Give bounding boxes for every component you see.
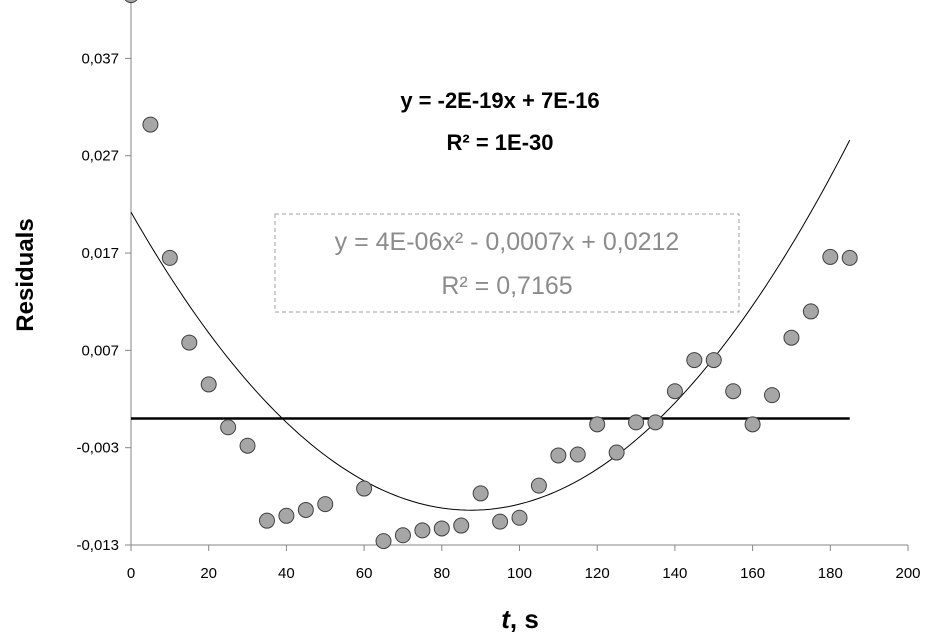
y-tick-label: 0,007 [81, 342, 119, 359]
data-point [220, 419, 237, 436]
data-point [705, 352, 722, 369]
polynomial-trendline [130, 139, 851, 511]
polynomial-r-squared: R² = 0,7165 [441, 272, 572, 300]
data-point [317, 496, 334, 513]
x-tick-label: 200 [895, 565, 920, 582]
data-point [764, 387, 781, 404]
x-tick-label: 120 [585, 565, 610, 582]
y-tick-label: 0,027 [81, 148, 119, 165]
data-point [278, 507, 295, 524]
y-tick-label: 0,017 [81, 245, 119, 262]
linear-equation: y = -2E-19x + 7E-16 [400, 88, 599, 113]
data-point [550, 447, 567, 464]
x-tick-label: 180 [818, 565, 843, 582]
x-axis-label: t, s [501, 604, 539, 634]
data-point [453, 517, 470, 534]
data-point [394, 527, 411, 544]
data-point [181, 334, 198, 351]
y-tick-label: 0,037 [81, 50, 119, 67]
data-point [356, 480, 373, 497]
data-point [414, 522, 431, 539]
polynomial-equation: y = 4E-06x² - 0,0007x + 0,0212 [335, 228, 680, 256]
y-tick-label: -0,013 [76, 537, 119, 554]
x-tick-label: 140 [662, 565, 687, 582]
data-point [472, 485, 489, 502]
data-point [822, 248, 839, 265]
data-point [375, 533, 392, 550]
data-point [433, 520, 450, 537]
x-axis-label-unit: , s [510, 604, 539, 634]
data-point [530, 477, 547, 494]
y-tick-label: -0,003 [76, 440, 119, 457]
data-point [628, 414, 645, 431]
x-tick-label: 160 [740, 565, 765, 582]
x-axis-label-variable: t [501, 604, 511, 634]
linear-r-squared: R² = 1E-30 [447, 130, 554, 155]
x-tick-label: 60 [356, 565, 373, 582]
data-point [161, 249, 178, 266]
data-point [239, 437, 256, 454]
data-point [142, 116, 159, 133]
data-points [124, 0, 858, 550]
y-axis-ticks: -0,013 -0,003 0,007 0,017 0,027 0,037 [76, 50, 131, 554]
linear-trendline-label: y = -2E-19x + 7E-16 R² = 1E-30 [400, 88, 599, 155]
data-point [200, 376, 217, 393]
poly-label-box [274, 213, 740, 313]
data-point [744, 416, 761, 433]
data-point [124, 0, 138, 4]
data-point [297, 501, 314, 518]
y-axis-title: Residuals [12, 218, 39, 331]
data-point [589, 416, 606, 433]
data-point [666, 383, 683, 400]
data-point [802, 303, 819, 320]
x-tick-label: 40 [278, 565, 295, 582]
x-axis-ticks: 0 20 40 60 80 100 120 140 160 180 200 [127, 545, 921, 582]
data-point [841, 249, 858, 266]
data-point [569, 446, 586, 463]
data-point [686, 352, 703, 369]
data-point [608, 444, 625, 461]
x-tick-label: 80 [433, 565, 450, 582]
data-point [492, 513, 509, 530]
y-axis-label: Residuals [12, 218, 39, 331]
polynomial-trendline-label: y = 4E-06x² - 0,0007x + 0,0212 R² = 0,71… [274, 213, 740, 313]
x-tick-label: 20 [200, 565, 217, 582]
data-point [511, 509, 528, 526]
trendlines [130, 139, 851, 511]
x-tick-label: 0 [127, 565, 135, 582]
data-point [258, 512, 275, 529]
data-point [783, 329, 800, 346]
x-tick-label: 100 [507, 565, 532, 582]
data-point [725, 383, 742, 400]
data-point [647, 414, 664, 431]
